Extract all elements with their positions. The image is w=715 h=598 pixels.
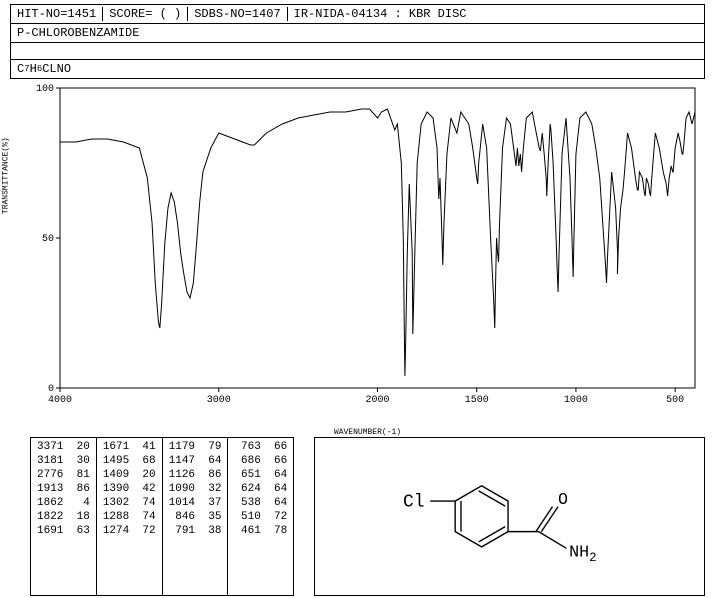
peak-entry: 1014 37 (169, 496, 222, 510)
blank-row (10, 43, 705, 60)
peak-entry: 763 66 (234, 440, 287, 454)
peak-table: 3371 203181 302776 811913 861862 41822 1… (30, 437, 294, 596)
peak-entry: 1390 42 (103, 482, 156, 496)
peak-entry: 1495 68 (103, 454, 156, 468)
header-row: HIT-NO=1451 SCORE= ( ) SDBS-NO=1407 IR-N… (10, 4, 705, 24)
svg-text:NH2: NH2 (569, 544, 597, 565)
hit-no: HIT-NO=1451 (11, 7, 103, 21)
peak-entry: 1090 32 (169, 482, 222, 496)
peak-entry: 651 64 (234, 468, 287, 482)
peak-entry: 1862 4 (37, 496, 90, 510)
peak-entry: 791 38 (169, 524, 222, 538)
sdbs-no: SDBS-NO=1407 (188, 7, 287, 21)
peak-entry: 3181 30 (37, 454, 90, 468)
peak-entry: 686 66 (234, 454, 287, 468)
peak-column: 763 66 686 66 651 64 624 64 538 64 510 7… (228, 438, 293, 595)
y-axis-label: TRANSMITTANCE(%) (2, 137, 11, 214)
x-axis-label: WAVENUMBER(-1) (30, 428, 705, 437)
svg-text:50: 50 (42, 234, 54, 245)
peak-entry: 1288 74 (103, 510, 156, 524)
spec-id: IR-NIDA-04134 : KBR DISC (288, 7, 704, 21)
score: SCORE= ( ) (103, 7, 188, 21)
svg-text:100: 100 (36, 84, 54, 95)
peak-entry: 510 72 (234, 510, 287, 524)
peak-entry: 1179 79 (169, 440, 222, 454)
svg-text:2000: 2000 (365, 395, 389, 406)
peak-entry: 846 35 (169, 510, 222, 524)
peak-entry: 1147 64 (169, 454, 222, 468)
peak-entry: 1302 74 (103, 496, 156, 510)
ir-spectrum-chart: TRANSMITTANCE(%) 05010040003000200015001… (30, 83, 705, 413)
svg-text:0: 0 (48, 384, 54, 395)
formula: C7H6CLNO (10, 60, 705, 79)
peak-entry: 1822 18 (37, 510, 90, 524)
peak-entry: 1691 63 (37, 524, 90, 538)
svg-text:4000: 4000 (48, 395, 72, 406)
peak-column: 1671 411495 681409 201390 421302 741288 … (97, 438, 163, 595)
spectrum-svg: 0 50 100 4000 3000 2000 1500 1000 500 (30, 83, 705, 413)
peak-entry: 2776 81 (37, 468, 90, 482)
compound-name: P-CHLOROBENZAMIDE (10, 24, 705, 43)
peak-entry: 1409 20 (103, 468, 156, 482)
svg-text:1500: 1500 (465, 395, 489, 406)
peak-entry: 624 64 (234, 482, 287, 496)
svg-text:Cl: Cl (403, 493, 425, 513)
peak-entry: 3371 20 (37, 440, 90, 454)
peak-entry: 1671 41 (103, 440, 156, 454)
peak-entry: 1274 72 (103, 524, 156, 538)
peak-entry: 538 64 (234, 496, 287, 510)
svg-text:500: 500 (666, 395, 684, 406)
svg-text:O: O (558, 491, 568, 510)
peak-entry: 1126 86 (169, 468, 222, 482)
svg-text:3000: 3000 (207, 395, 231, 406)
peak-entry: 461 78 (234, 524, 287, 538)
molecular-structure: Cl O NH2 (314, 437, 705, 596)
svg-text:1000: 1000 (564, 395, 588, 406)
peak-entry: 1913 86 (37, 482, 90, 496)
peak-column: 1179 791147 641126 861090 321014 37 846 … (163, 438, 229, 595)
peak-column: 3371 203181 302776 811913 861862 41822 1… (31, 438, 97, 595)
